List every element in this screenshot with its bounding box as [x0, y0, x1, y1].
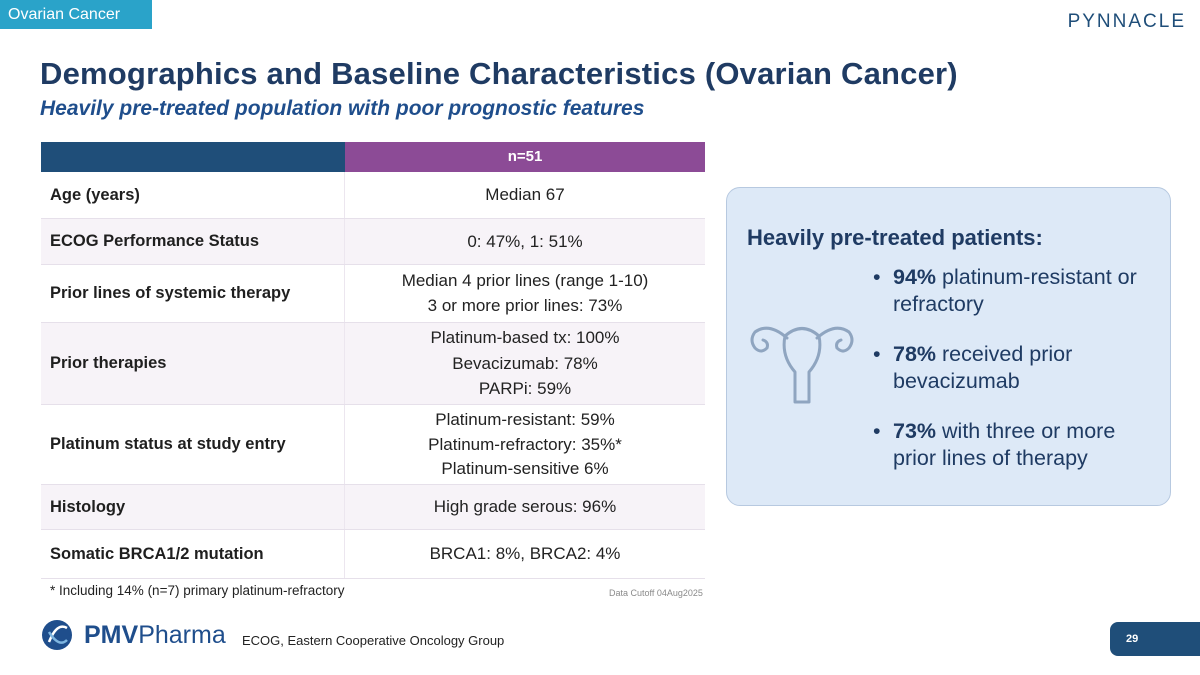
callout-box: Heavily pre-treated patients: 94% platin…: [726, 187, 1171, 506]
row-label: Platinum status at study entry: [41, 405, 345, 484]
row-label: ECOG Performance Status: [41, 219, 345, 264]
helix-logo-icon: [42, 620, 72, 650]
table-row: Somatic BRCA1/2 mutation BRCA1: 8%, BRCA…: [41, 530, 705, 579]
table-row: Prior therapies Platinum-based tx: 100% …: [41, 323, 705, 405]
callout-title: Heavily pre-treated patients:: [747, 225, 1043, 250]
row-label: Age (years): [41, 172, 345, 218]
value-line: Platinum-sensitive 6%: [441, 459, 609, 479]
table-row: Histology High grade serous: 96%: [41, 485, 705, 530]
value-line: 0: 47%, 1: 51%: [467, 231, 583, 251]
page-subtitle: Heavily pre-treated population with poor…: [40, 97, 645, 120]
table-row: Prior lines of systemic therapy Median 4…: [41, 265, 705, 323]
table-footnote: * Including 14% (n=7) primary platinum-r…: [50, 583, 345, 598]
value-line: High grade serous: 96%: [433, 497, 617, 516]
row-label: Prior therapies: [41, 323, 345, 404]
row-value: High grade serous: 96%: [345, 485, 705, 529]
row-value: BRCA1: 8%, BRCA2: 4%: [345, 530, 705, 578]
value-line: Platinum-refractory: 35%*: [428, 434, 622, 454]
value-line: BRCA1: 8%, BRCA2: 4%: [429, 544, 621, 563]
section-tag: Ovarian Cancer: [0, 0, 152, 29]
data-cutoff: Data Cutoff 04Aug2025: [609, 588, 703, 598]
logo-text: PMVPharma: [84, 620, 226, 649]
row-value: Median 4 prior lines (range 1-10) 3 or m…: [345, 265, 705, 322]
value-line: 3 or more prior lines: 73%: [427, 296, 623, 316]
value-line: Median 4 prior lines (range 1-10): [401, 270, 649, 290]
value-line: Platinum-based tx: 100%: [430, 328, 620, 348]
uterus-icon: [750, 326, 854, 404]
row-label: Prior lines of systemic therapy: [41, 265, 345, 322]
list-item: 73% with three or more prior lines of th…: [871, 418, 1163, 472]
footer-abbreviation: ECOG, Eastern Cooperative Oncology Group: [242, 633, 505, 648]
list-item: 94% platinum-resistant or refractory: [871, 264, 1163, 318]
pmv-pharma-logo: PMVPharma: [40, 618, 226, 652]
table-row: Platinum status at study entry Platinum-…: [41, 405, 705, 485]
value-line: Platinum-resistant: 59%: [435, 409, 615, 429]
row-value: 0: 47%, 1: 51%: [345, 219, 705, 264]
value-line: PARPi: 59%: [478, 378, 572, 398]
page-number: 29: [1110, 622, 1200, 656]
row-value: Median 67: [345, 172, 705, 218]
list-item: 78% received prior bevacizumab: [871, 341, 1163, 395]
row-label: Histology: [41, 485, 345, 529]
table-row: ECOG Performance Status 0: 47%, 1: 51%: [41, 219, 705, 265]
callout-bullets: 94% platinum-resistant or refractory 78%…: [871, 264, 1163, 495]
value-line: Median 67: [485, 185, 565, 204]
page-title: Demographics and Baseline Characteristic…: [40, 56, 958, 91]
baseline-table: n=51 Age (years) Median 67 ECOG Performa…: [41, 142, 705, 579]
brand-logo-text: PYNNACLE: [1067, 11, 1186, 32]
table-header-n: n=51: [345, 142, 705, 172]
row-value: Platinum-based tx: 100% Bevacizumab: 78%…: [345, 323, 705, 404]
table-row: Age (years) Median 67: [41, 172, 705, 219]
value-line: Bevacizumab: 78%: [452, 353, 598, 373]
table-header: n=51: [41, 142, 705, 172]
row-label: Somatic BRCA1/2 mutation: [41, 530, 345, 578]
table-header-blank: [41, 142, 345, 172]
row-value: Platinum-resistant: 59% Platinum-refract…: [345, 405, 705, 484]
